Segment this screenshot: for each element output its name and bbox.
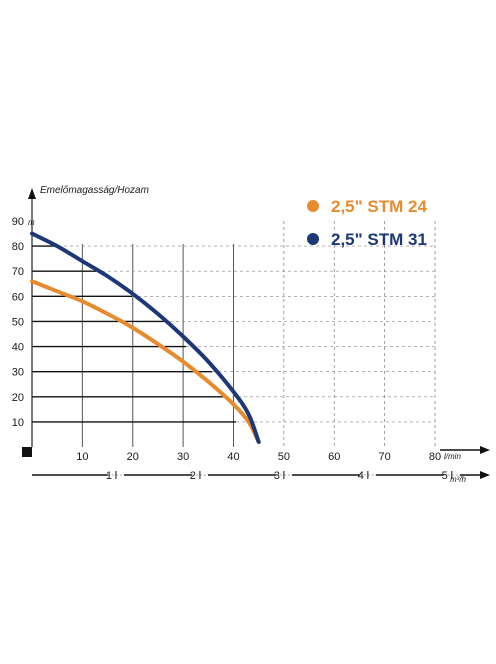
y-tick-90: 90 (12, 216, 24, 228)
y-unit-label: m (28, 218, 35, 227)
y-tick-10: 10 (12, 417, 24, 429)
y-tick-20: 20 (12, 392, 24, 404)
x2-tick-1: 1 (106, 470, 112, 482)
x2-axis-arrow-head (480, 471, 490, 479)
secondary-x-axis: 1 2 3 4 5 (32, 470, 482, 482)
y-tick-40: 40 (12, 342, 24, 354)
x-tick-60: 60 (328, 451, 340, 463)
x2-tick-5: 5 (442, 470, 448, 482)
legend-label-stm-24: 2,5" STM 24 (331, 197, 427, 216)
y-tick-50: 50 (12, 316, 24, 328)
y-tick-labels: 10 20 30 40 50 60 70 80 90 (12, 216, 24, 429)
x2-tick-4: 4 (358, 470, 364, 482)
x2-unit-label: m³/h (450, 475, 467, 484)
y-tick-60: 60 (12, 291, 24, 303)
series-line-stm-31 (30, 231, 261, 444)
x-axis-arrow-head (480, 446, 490, 454)
y-axis-arrow (28, 188, 36, 199)
x-tick-20: 20 (127, 451, 139, 463)
horizontal-grid (32, 245, 435, 423)
x-unit-label: l/min (444, 452, 461, 461)
legend-dot-stm-31 (307, 233, 319, 245)
origin-marker (22, 447, 32, 457)
x-tick-30: 30 (177, 451, 189, 463)
y-tick-30: 30 (12, 367, 24, 379)
legend-label-stm-31: 2,5" STM 31 (331, 230, 427, 249)
y-tick-70: 70 (12, 266, 24, 278)
y-tick-80: 80 (12, 241, 24, 253)
vertical-grid (81, 221, 436, 447)
x-tick-70: 70 (379, 451, 391, 463)
x2-tick-3: 3 (274, 470, 280, 482)
x2-tick-2: 2 (190, 470, 196, 482)
chart-title: Emelőmagasság/Hozam (40, 185, 149, 196)
legend-dot-stm-24 (307, 200, 319, 212)
x-tick-10: 10 (76, 451, 88, 463)
x-tick-labels: 10 20 30 40 50 60 70 80 (76, 451, 441, 463)
series-line-stm-24 (30, 279, 261, 444)
x-tick-40: 40 (227, 451, 239, 463)
x-tick-50: 50 (278, 451, 290, 463)
x-tick-80: 80 (429, 451, 441, 463)
